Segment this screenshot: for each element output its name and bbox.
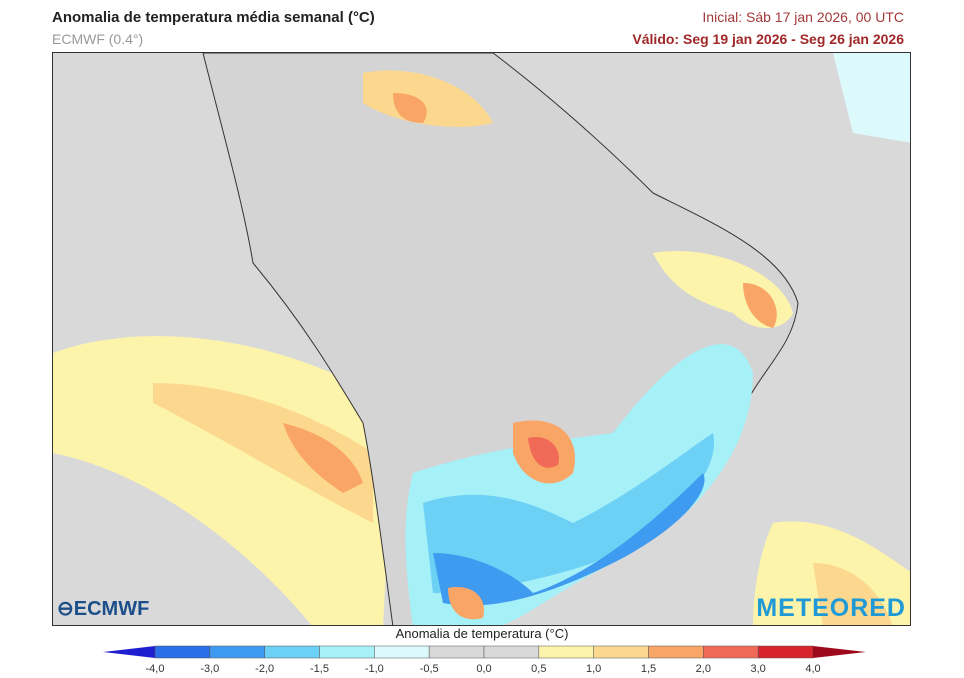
pacific-hot-core — [283, 423, 363, 493]
colorbar-segment — [483, 645, 540, 659]
south-cool-mid — [423, 433, 714, 593]
colorbar-min-arrow — [103, 646, 155, 658]
colorbar-segment — [538, 645, 594, 659]
argentina-warm — [448, 587, 484, 620]
colorbar-tick-label: -1,5 — [310, 663, 329, 675]
venezuela-hot — [393, 93, 427, 123]
colorbar-tick-label: 1,5 — [640, 663, 657, 675]
colorbar-tick-label: 4,0 — [805, 663, 821, 675]
colorbar-segment — [593, 645, 649, 659]
colorbar-segment — [374, 645, 430, 659]
colorbar-segment — [319, 645, 375, 659]
colorbar-segment — [648, 645, 704, 659]
colorbar-tick-label: -2,0 — [255, 663, 275, 675]
map-title: Anomalia de temperatura média semanal (°… — [52, 9, 375, 26]
northeast-hot — [743, 283, 777, 328]
paraguay-hot — [528, 437, 559, 468]
colorbar-segment — [703, 645, 759, 659]
colorbar-segment — [757, 645, 814, 659]
ecmwf-logo: ⊖ECMWF — [57, 598, 150, 620]
pacific-warm-area — [53, 336, 393, 625]
colorbar-segment — [428, 645, 485, 659]
colorbar-tick-label: -3,0 — [200, 663, 220, 675]
colorbar-tick-label: 1,0 — [586, 663, 602, 675]
colorbar-title: Anomalia de temperatura (°C) — [395, 626, 569, 641]
map-svg — [53, 53, 910, 625]
colorbar-tick-label: 2,0 — [695, 663, 711, 675]
colorbar-tick-label: 0,5 — [531, 663, 547, 675]
pacific-warm-core — [153, 383, 373, 523]
valid-period: Válido: Seg 19 jan 2026 - Seg 26 jan 202… — [632, 31, 904, 47]
atlantic-warm-core — [813, 563, 893, 625]
south-cold-core — [433, 473, 705, 606]
colorbar-segment — [154, 645, 211, 659]
colorbar — [103, 645, 866, 659]
model-label: ECMWF (0.4°) — [52, 31, 144, 47]
colorbar-tick-label: 0,0 — [476, 663, 492, 675]
colorbar-tick-label: -4,0 — [145, 663, 165, 675]
atlantic-cool — [833, 53, 910, 143]
colorbar-max-arrow — [813, 646, 866, 658]
meteored-logo: METEORED — [756, 594, 906, 622]
colorbar-segment — [209, 645, 265, 659]
initial-time: Inicial: Sáb 17 jan 2026, 00 UTC — [702, 9, 904, 25]
venezuela-warm — [363, 70, 493, 127]
colorbar-tick-label: 3,0 — [750, 663, 766, 675]
colorbar-segment — [264, 645, 320, 659]
anomaly-map[interactable]: ⊖ECMWF METEORED — [52, 52, 911, 626]
colorbar-tick-label: -0,5 — [419, 663, 439, 675]
colorbar-tick-label: -1,0 — [364, 663, 384, 675]
